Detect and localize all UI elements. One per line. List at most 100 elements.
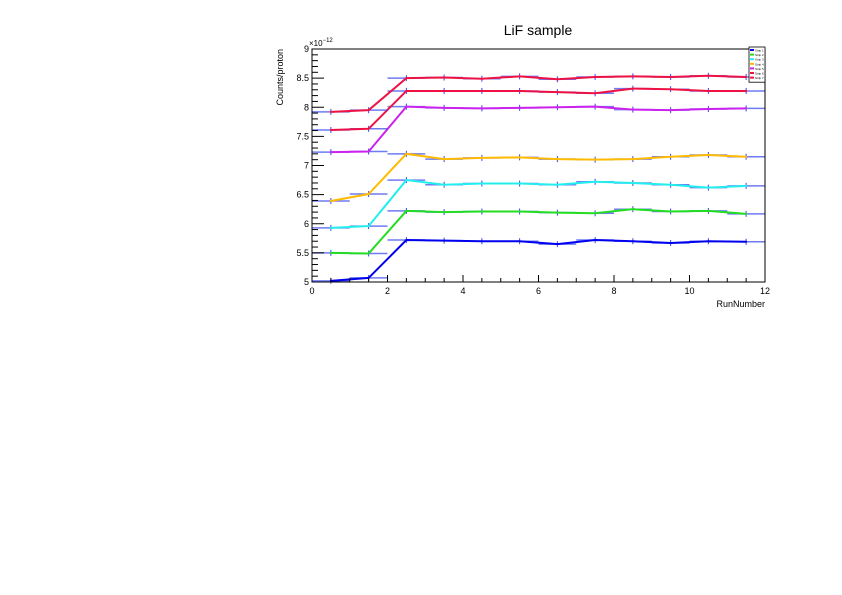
data-point	[631, 108, 634, 111]
series-line	[330, 105, 747, 154]
data-point	[518, 75, 521, 78]
series-line	[330, 208, 747, 255]
data-point	[480, 156, 483, 159]
y-exponent-label: ×10−12	[309, 38, 333, 48]
data-point	[329, 110, 332, 113]
data-point	[405, 77, 408, 80]
x-tick-label: 6	[536, 286, 541, 296]
data-point	[594, 75, 597, 78]
data-point	[405, 89, 408, 92]
data-point	[556, 158, 559, 161]
data-point	[745, 155, 748, 158]
data-point	[518, 182, 521, 185]
series-5	[312, 103, 765, 156]
data-point	[329, 226, 332, 229]
data-point	[707, 107, 710, 110]
data-point	[594, 92, 597, 95]
data-point	[556, 211, 559, 214]
data-point	[707, 74, 710, 77]
x-tick-label: 8	[611, 286, 616, 296]
y-axis-label: Counts/proton	[275, 49, 285, 106]
data-point	[594, 212, 597, 215]
data-point	[631, 240, 634, 243]
data-point	[745, 212, 748, 215]
data-point	[707, 186, 710, 189]
data-point	[518, 106, 521, 109]
data-point	[631, 75, 634, 78]
data-point	[443, 76, 446, 79]
series-line	[330, 239, 747, 282]
data-point	[405, 209, 408, 212]
data-point	[405, 179, 408, 182]
data-point	[631, 181, 634, 184]
data-point	[329, 151, 332, 154]
x-tick-label: 0	[309, 286, 314, 296]
data-point	[518, 89, 521, 92]
data-point	[480, 240, 483, 243]
data-point	[443, 158, 446, 161]
y-tick-label: 6.5	[296, 190, 309, 200]
series-1	[312, 237, 765, 284]
data-point	[367, 109, 370, 112]
data-point	[631, 87, 634, 90]
series-line	[330, 87, 747, 131]
series-layer	[312, 72, 765, 284]
data-point	[594, 158, 597, 161]
y-tick-label: 8	[304, 102, 309, 112]
data-point	[669, 183, 672, 186]
legend-label: Strip 4	[755, 62, 764, 66]
data-point	[745, 184, 748, 187]
data-point	[367, 127, 370, 130]
series-3	[312, 177, 765, 231]
series-4	[312, 150, 765, 205]
data-point	[669, 75, 672, 78]
chart-title: LiF sample	[504, 22, 573, 38]
axes: 0 2 4 6 8 10 12 5 5.5 6 6.5 7 7.5 8 8.5 9	[296, 44, 770, 296]
data-point	[443, 239, 446, 242]
data-point	[480, 89, 483, 92]
data-point	[480, 182, 483, 185]
data-point	[556, 243, 559, 246]
data-point	[480, 210, 483, 213]
legend-label: Strip 3	[755, 58, 764, 62]
y-tick-label: 5.5	[296, 248, 309, 258]
data-point	[329, 200, 332, 203]
data-point	[669, 88, 672, 91]
data-point	[329, 251, 332, 254]
x-tick-label: 4	[460, 286, 465, 296]
data-point	[405, 105, 408, 108]
data-point	[518, 210, 521, 213]
legend-label: Strip 5	[755, 67, 764, 71]
legend-label: Strip 1	[755, 49, 764, 53]
data-point	[443, 211, 446, 214]
data-point	[669, 210, 672, 213]
data-point	[443, 183, 446, 186]
data-point	[707, 240, 710, 243]
data-point	[631, 208, 634, 211]
x-axis-label: RunNumber	[716, 299, 765, 309]
series-2	[312, 206, 765, 257]
data-point	[405, 239, 408, 242]
data-point	[480, 77, 483, 80]
data-point	[367, 150, 370, 153]
data-point	[707, 89, 710, 92]
y-tick-label: 9	[304, 44, 309, 54]
data-point	[443, 106, 446, 109]
data-point	[367, 252, 370, 255]
data-point	[556, 106, 559, 109]
data-point	[669, 155, 672, 158]
data-point	[594, 180, 597, 183]
plot-frame	[311, 48, 766, 283]
data-point	[367, 225, 370, 228]
series-line	[330, 74, 747, 113]
y-tick-label: 7.5	[296, 131, 309, 141]
x-tick-label: 2	[385, 286, 390, 296]
data-point	[707, 154, 710, 157]
y-tick-label: 6	[304, 219, 309, 229]
data-point	[745, 240, 748, 243]
data-point	[480, 107, 483, 110]
data-point	[669, 109, 672, 112]
y-tick-label: 7	[304, 161, 309, 171]
